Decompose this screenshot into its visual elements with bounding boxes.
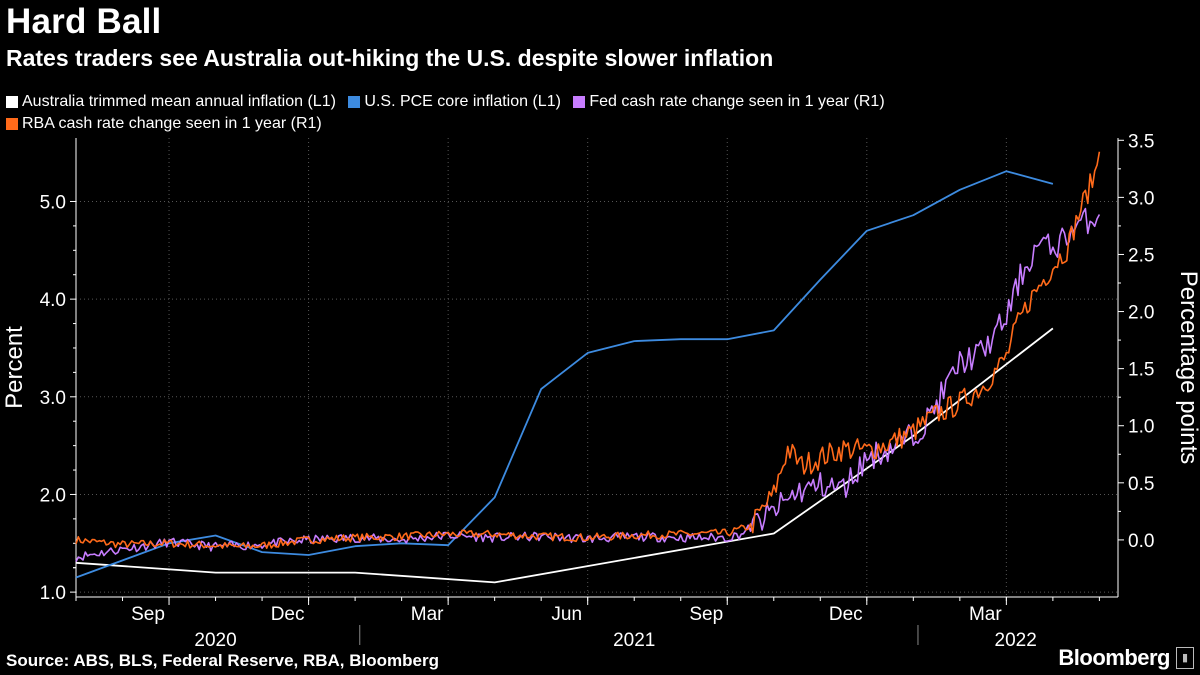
right-tick-label: 1.5 — [1128, 360, 1154, 381]
legend-item-australia-inflation: Australia trimmed mean annual inflation … — [6, 92, 336, 112]
legend-label-rba-rate: RBA cash rate change seen in 1 year (R1) — [22, 115, 322, 132]
right-tick-label: 3.0 — [1128, 188, 1154, 209]
bloomberg-logo-icon: ▮ — [1176, 647, 1194, 669]
legend-swatch-australia-inflation — [6, 96, 18, 108]
legend-item-fed-rate: Fed cash rate change seen in 1 year (R1) — [573, 92, 885, 112]
left-tick-label: 4.0 — [40, 290, 66, 311]
left-tick-label: 2.0 — [40, 485, 66, 506]
source-note: Source: ABS, BLS, Federal Reserve, RBA, … — [6, 651, 439, 670]
right-tick-label: 3.5 — [1128, 131, 1154, 152]
x-year-label: 2020 — [194, 630, 236, 651]
legend-label-fed-rate: Fed cash rate change seen in 1 year (R1) — [589, 93, 885, 110]
right-tick-label: 1.0 — [1128, 417, 1154, 438]
legend: Australia trimmed mean annual inflation … — [6, 92, 1156, 136]
x-tick-label: Jun — [551, 604, 582, 625]
legend-item-rba-rate: RBA cash rate change seen in 1 year (R1) — [6, 114, 322, 134]
x-year-label: 2022 — [995, 630, 1037, 651]
x-tick-label: Mar — [411, 604, 444, 625]
left-axis-title: Percent — [1, 326, 28, 409]
legend-label-us-pce: U.S. PCE core inflation (L1) — [364, 93, 561, 110]
legend-swatch-fed-rate — [573, 96, 586, 108]
right-tick-label: 0.5 — [1128, 474, 1154, 495]
right-axis-title: Percentage points — [1175, 271, 1200, 464]
series-line-u-s-pce-core-inflation — [75, 170, 1054, 579]
series-line-fed-cash-rate-change-seen-in-1-year — [75, 207, 1101, 562]
brand-logo-text: Bloomberg — [1058, 645, 1170, 670]
axes: 1.0 2.0 3.0 4.0 5.0 Sep Dec Mar Jun Sep Dec Mar 2020… — [1, 131, 1200, 651]
right-tick-label: 0.0 — [1128, 531, 1154, 552]
legend-item-us-pce: U.S. PCE core inflation (L1) — [348, 92, 561, 112]
x-tick-label: Sep — [689, 604, 723, 625]
chart-title: Hard Ball — [6, 2, 162, 41]
series-line-australia-trimmed-mean-annual-inflation — [75, 327, 1054, 584]
x-year-label: 2021 — [613, 630, 655, 651]
x-tick-label: Sep — [131, 604, 165, 625]
chart-subtitle: Rates traders see Australia out-hiking t… — [6, 45, 774, 71]
left-tick-label: 3.0 — [40, 388, 66, 409]
x-tick-label: Dec — [829, 604, 863, 625]
right-tick-label: 2.0 — [1128, 303, 1154, 324]
x-tick-label: Dec — [271, 604, 305, 625]
x-tick-label: Mar — [969, 604, 1002, 625]
left-tick-label: 5.0 — [40, 192, 66, 213]
legend-swatch-us-pce — [348, 96, 361, 108]
legend-swatch-rba-rate — [6, 118, 18, 130]
series-line-rba-cash-rate-change-seen-in-1-year — [75, 151, 1101, 549]
series-lines — [75, 151, 1101, 584]
legend-label-australia-inflation: Australia trimmed mean annual inflation … — [22, 93, 336, 110]
left-tick-label: 1.0 — [40, 583, 66, 604]
grid-lines — [76, 138, 1118, 597]
right-tick-label: 2.5 — [1128, 245, 1154, 266]
